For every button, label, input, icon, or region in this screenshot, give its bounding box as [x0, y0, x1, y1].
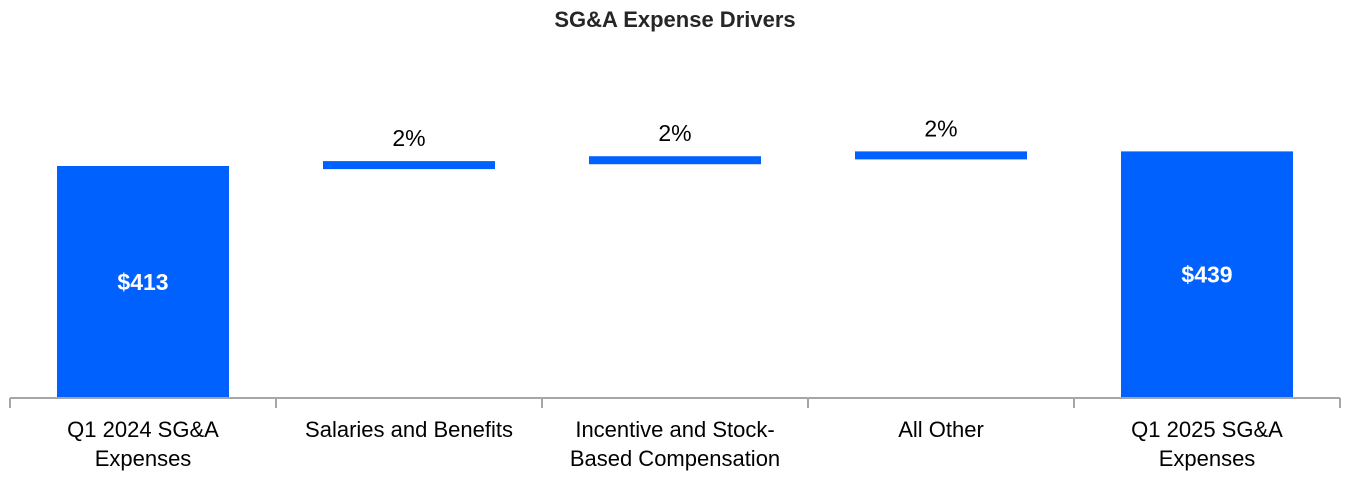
category-label: Incentive and Stock- [575, 417, 774, 442]
labels-layer: $413 Q1 2024 SG&A Expenses 2% Salaries and B… [67, 115, 1283, 471]
total-bar [1121, 151, 1293, 398]
delta-bar [589, 156, 761, 165]
data-label: $439 [1181, 262, 1232, 288]
data-label: 2% [392, 125, 425, 151]
data-label: 2% [924, 115, 957, 141]
category-label: Expenses [95, 446, 192, 471]
delta-bar [855, 151, 1027, 160]
category-label: Salaries and Benefits [305, 417, 513, 442]
x-axis [9, 397, 1341, 408]
bars-layer [57, 151, 1293, 398]
delta-bar [323, 161, 495, 170]
category-label: Q1 2025 SG&A [1131, 417, 1283, 442]
data-label: $413 [117, 269, 168, 295]
total-bar [57, 166, 229, 398]
category-label: Expenses [1159, 446, 1256, 471]
category-label: Based Compensation [570, 446, 780, 471]
chart-title: SG&A Expense Drivers [554, 7, 795, 32]
category-label: All Other [898, 417, 984, 442]
data-label: 2% [658, 120, 691, 146]
category-label: Q1 2024 SG&A [67, 417, 219, 442]
